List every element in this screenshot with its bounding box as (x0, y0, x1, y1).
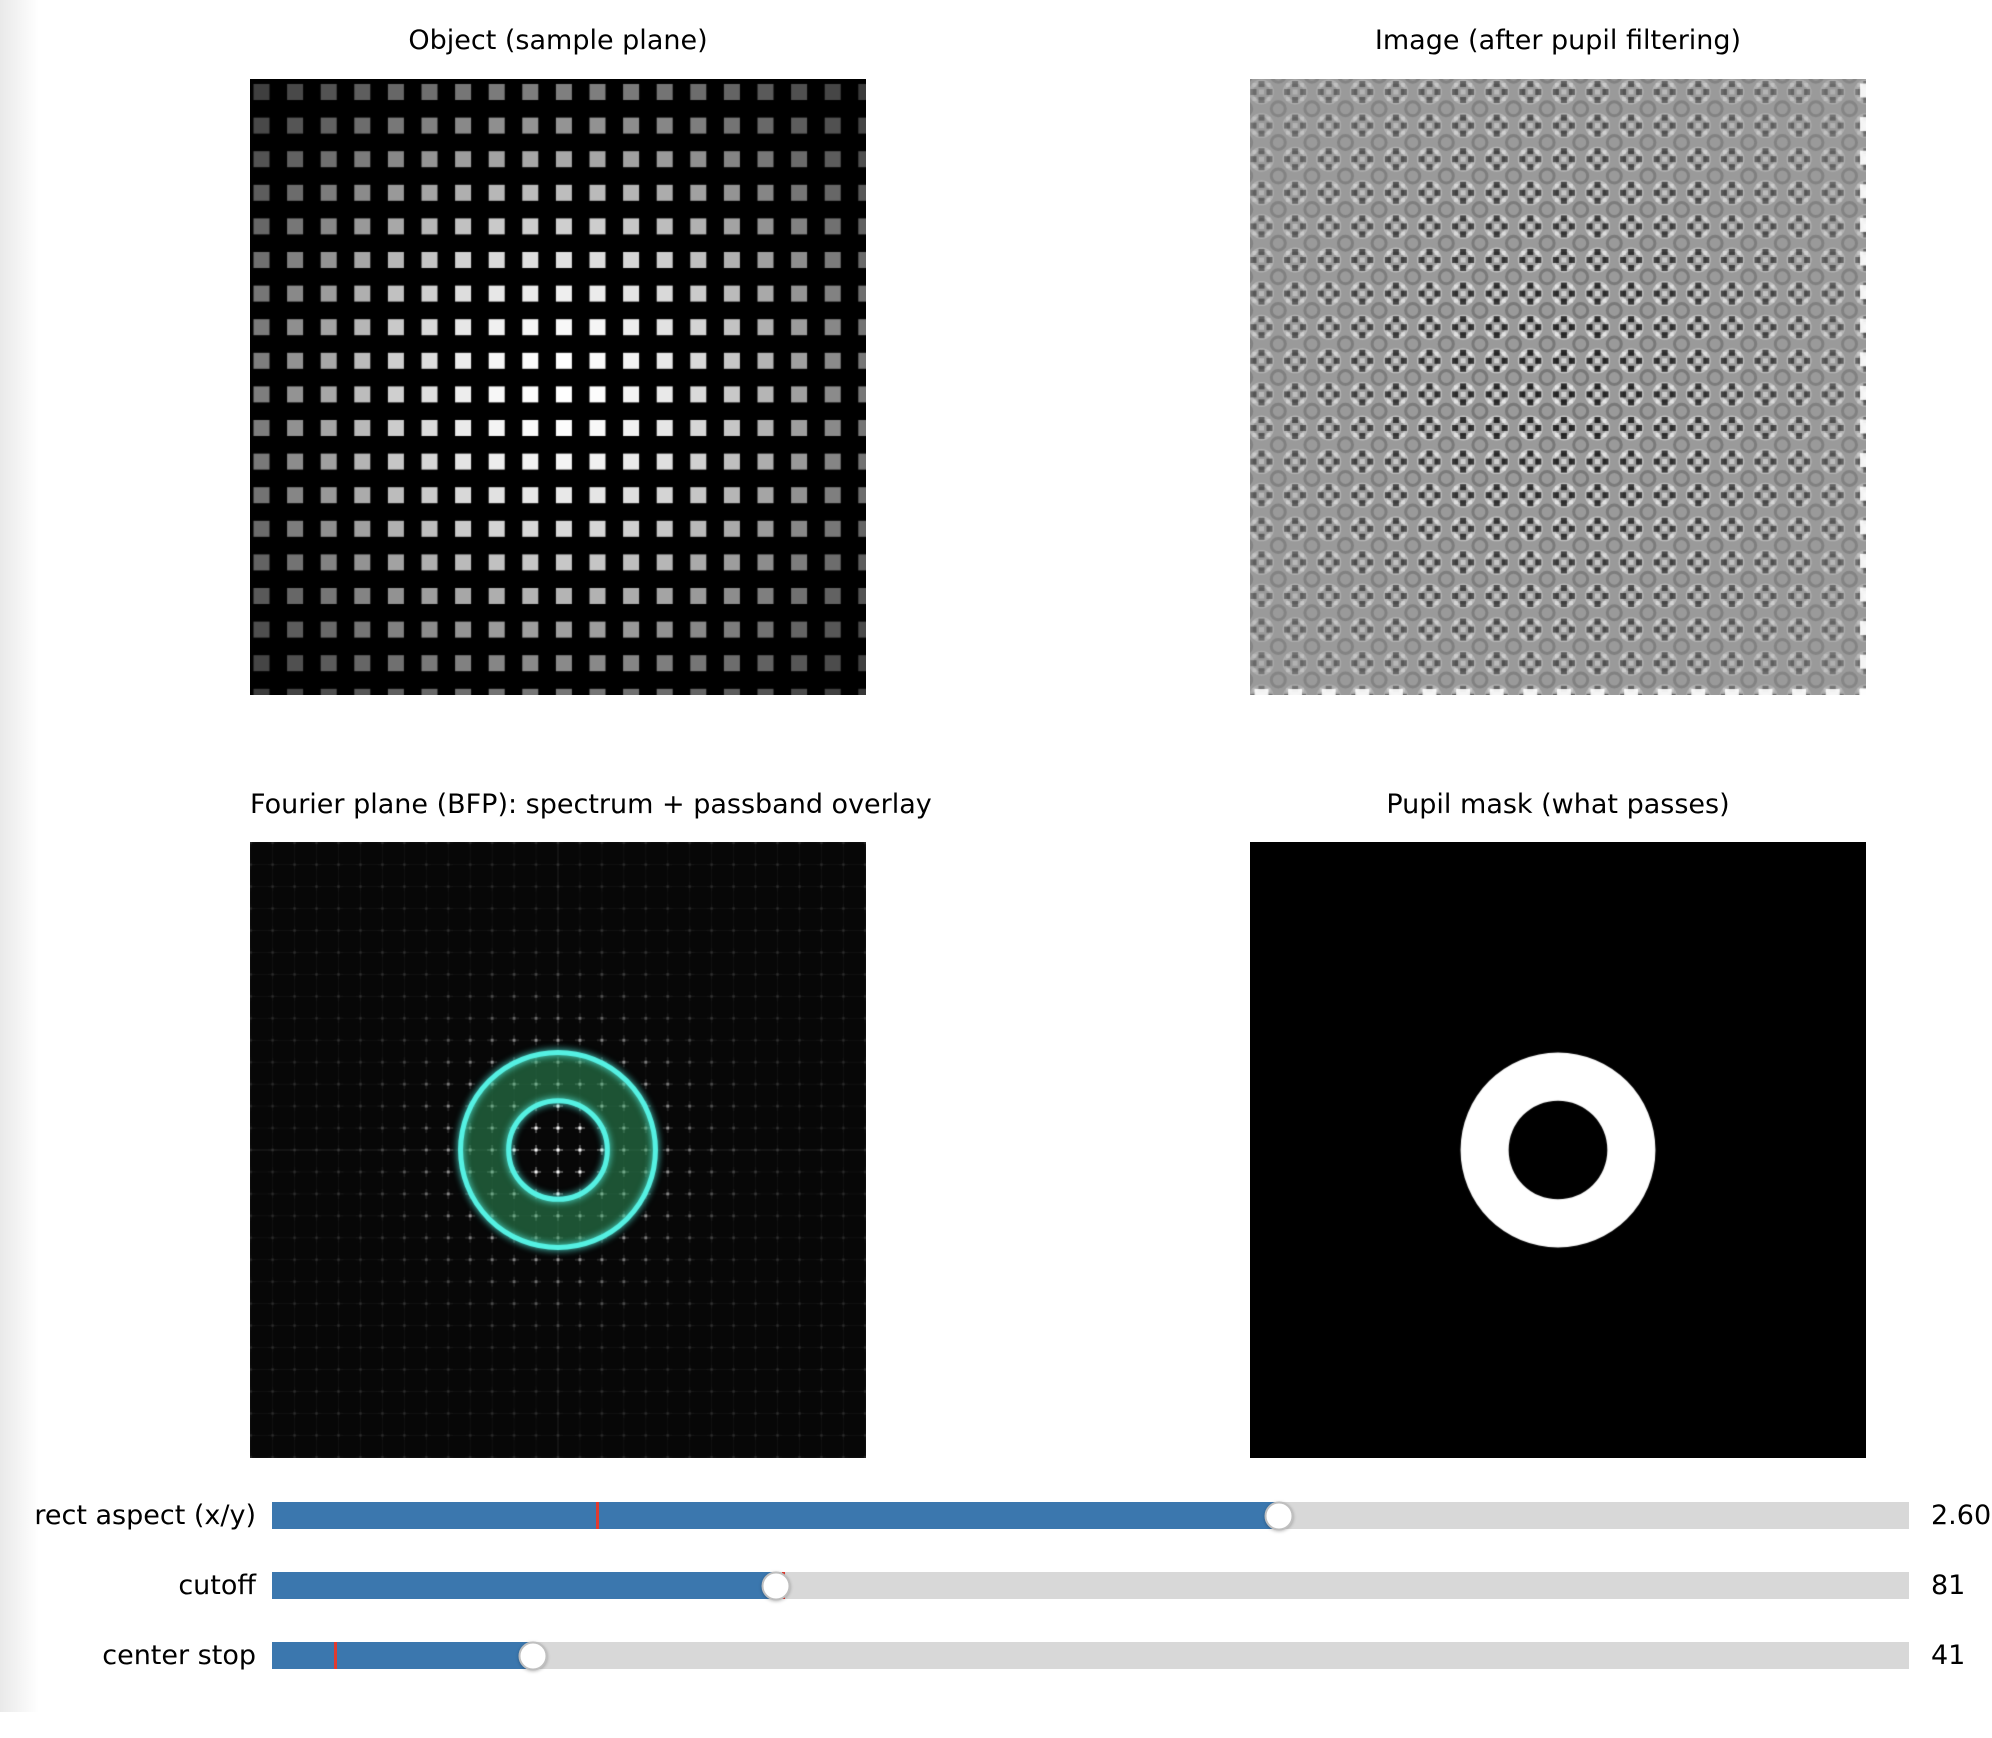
object-sample-image (250, 79, 866, 695)
center-stop-slider-handle[interactable] (518, 1641, 548, 1670)
pupil-mask-image (1250, 842, 1866, 1458)
filtered-image (1250, 79, 1866, 695)
center-stop-slider-fill (272, 1642, 534, 1669)
rect-aspect-slider-init-marker (596, 1502, 600, 1529)
center-stop-slider-init-marker (334, 1642, 338, 1669)
cutoff-slider-track[interactable] (272, 1571, 1909, 1600)
rect-aspect-slider-label: rect aspect (x/y) (34, 1500, 256, 1531)
rect-aspect-slider-value: 2.60 (1931, 1500, 1992, 1531)
fourier-spectrum-image (250, 842, 866, 1458)
center-stop-slider-track[interactable] (272, 1641, 1909, 1670)
image-panel-title: Image (after pupil filtering) (1374, 25, 1742, 56)
rect-aspect-slider-handle[interactable] (1264, 1501, 1294, 1530)
cutoff-slider-fill (272, 1572, 777, 1599)
rect-aspect-slider-track[interactable] (272, 1501, 1909, 1530)
cutoff-slider-handle[interactable] (761, 1571, 791, 1600)
fourier-panel-title: Fourier plane (BFP): spectrum + passband… (250, 789, 932, 820)
cutoff-slider-label: cutoff (178, 1570, 256, 1601)
pupil-panel-title: Pupil mask (what passes) (1386, 789, 1730, 820)
center-stop-slider-label: center stop (102, 1640, 256, 1671)
page-edge-shading (0, 0, 46, 1712)
object-panel-title: Object (sample plane) (408, 25, 708, 56)
cutoff-slider-value: 81 (1931, 1570, 1966, 1601)
center-stop-slider-value: 41 (1931, 1640, 1966, 1671)
rect-aspect-slider-fill (272, 1502, 1279, 1529)
